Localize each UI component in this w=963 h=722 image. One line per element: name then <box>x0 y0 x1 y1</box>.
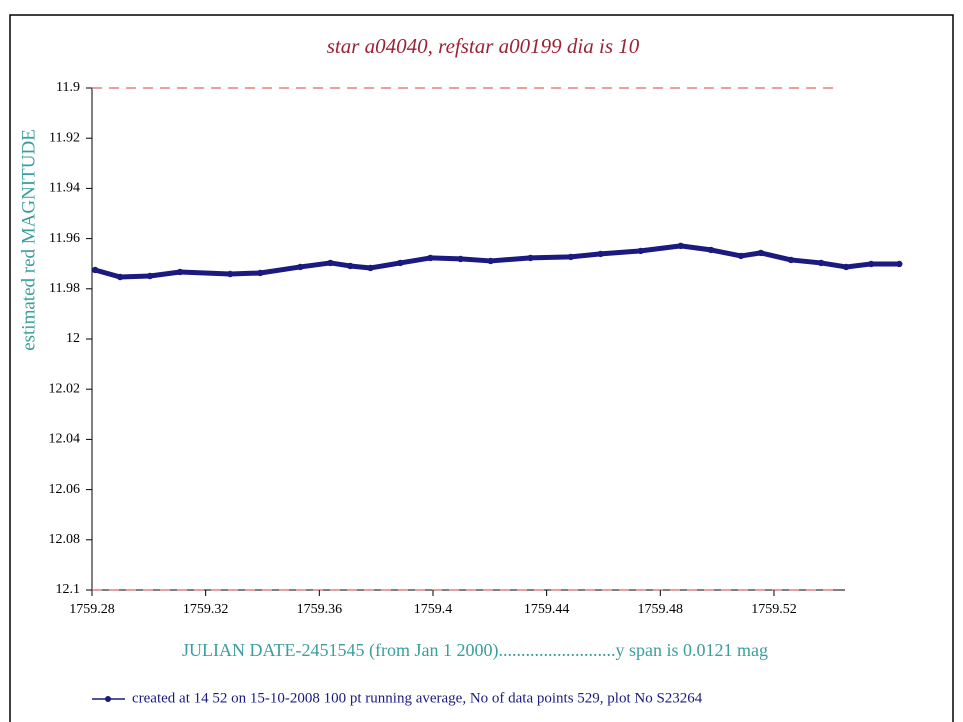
frame <box>9 14 954 722</box>
data-point <box>146 272 154 280</box>
data-point <box>737 252 745 260</box>
y-tick-label: 11.92 <box>49 130 80 145</box>
data-point <box>297 263 304 271</box>
data-point <box>91 266 99 274</box>
data-point <box>367 264 374 272</box>
y-tick-label: 12.06 <box>49 482 81 497</box>
x-tick-label: 1759.32 <box>183 602 229 617</box>
data-point <box>427 254 434 262</box>
y-tick-label: 12.02 <box>49 381 81 396</box>
data-point <box>637 247 644 255</box>
data-point <box>487 257 494 265</box>
data-point <box>842 263 850 271</box>
legend-marker <box>105 696 111 702</box>
data-point <box>597 250 604 258</box>
data-point <box>707 246 715 254</box>
y-tick-label: 12.04 <box>49 432 81 447</box>
legend-label: created at 14 52 on 15-10-2008 100 pt ru… <box>132 690 703 706</box>
y-tick-label: 12.1 <box>56 582 81 597</box>
x-tick-label: 1759.28 <box>69 602 115 617</box>
y-tick-label: 11.9 <box>56 80 80 95</box>
x-axis-label: JULIAN DATE-2451545 (from Jan 1 2000)...… <box>182 640 768 661</box>
data-point <box>257 269 264 277</box>
x-tick-label: 1759.44 <box>524 602 570 617</box>
data-point <box>226 270 234 278</box>
data-point <box>896 260 903 268</box>
data-point <box>567 253 574 261</box>
data-line <box>92 243 902 280</box>
data-point <box>457 255 464 263</box>
chart-title: star a04040, refstar a00199 dia is 10 <box>327 34 640 58</box>
data-point <box>757 249 765 257</box>
y-tick-label: 11.94 <box>49 181 80 196</box>
data-point <box>347 262 354 270</box>
data-point <box>867 260 875 268</box>
data-point <box>527 254 534 262</box>
data-point <box>677 242 684 250</box>
y-tick-label: 12.08 <box>49 532 81 547</box>
y-tick-label: 12 <box>66 331 80 346</box>
data-point <box>116 273 124 281</box>
y-tick-label: 11.96 <box>49 231 80 246</box>
data-point <box>327 259 334 267</box>
y-axis-label: estimated red MAGNITUDE <box>18 129 39 351</box>
data-point <box>817 259 825 267</box>
data-point <box>787 256 795 264</box>
x-tick-label: 1759.36 <box>297 602 343 617</box>
data-point <box>397 259 404 267</box>
x-tick-label: 1759.52 <box>751 602 797 617</box>
data-point <box>176 268 184 276</box>
x-tick-label: 1759.48 <box>638 602 684 617</box>
y-tick-label: 11.98 <box>49 281 80 296</box>
x-tick-label: 1759.4 <box>414 602 453 617</box>
